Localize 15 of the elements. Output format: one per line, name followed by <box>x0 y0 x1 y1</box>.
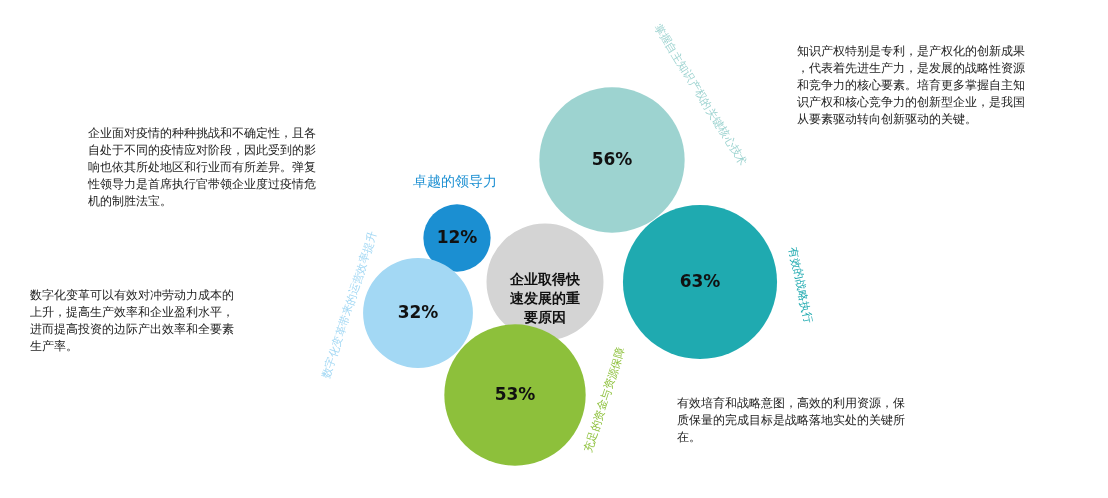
data-label: 32% <box>397 302 439 322</box>
category-label: 有效的战略执行 <box>786 245 815 324</box>
text: 知识产权特别是专利，是产权化的创新成果，代表着先进生产力，是发展的战略性资源和竞争力的核心要素。培育更多掌握自主知识产权和核心竞争力的创新型企业，是我国从要素驱动转向创新驱动的关键。 <box>797 44 1025 126</box>
category-label: 充足的资金与资源保障 <box>581 345 628 455</box>
text: 数字化变革可以有效对冲劳动力成本的上升，提高生产效率和企业盈利水平，进而提高投资的边际产出效率和全要素生产率。 <box>30 288 234 353</box>
category-label: 卓越的领导力 <box>413 173 497 189</box>
data-label: 63% <box>679 271 721 291</box>
text: 企业取得快速发展的重要原因 <box>509 271 581 325</box>
data-label: 53% <box>494 384 536 404</box>
category-label: 数字化变革带来的运营效率提升 <box>319 229 380 381</box>
text: 有效培育和战略意图，高效的利用资源，保质保量的完成目标是战略落地实处的关键所在。 <box>677 396 905 444</box>
data-label: 56% <box>591 149 633 169</box>
text: 企业面对疫情的种种挑战和不确定性，且各自处于不同的疫情应对阶段，因此受到的影响也依其所处地区和行业而有所差异。弹复性领导力是首席执行官带领企业度过疫情危机的制胜法宝。 <box>87 126 316 208</box>
data-label: 12% <box>436 227 478 247</box>
category-label: 掌握自主知识产权的关键核心技术 <box>651 21 750 169</box>
